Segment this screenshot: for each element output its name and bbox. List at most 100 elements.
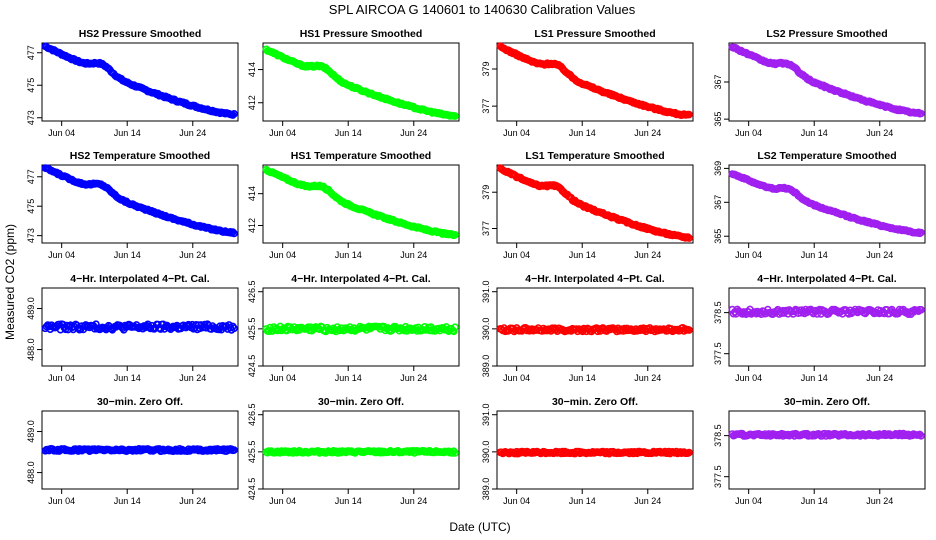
x-tick-label: Jun 14	[801, 373, 828, 383]
plot-frame	[496, 164, 694, 244]
data-point	[917, 431, 925, 440]
plot-frame	[496, 42, 694, 122]
panel-13: 30−min. Zero Off. Jun 04 Jun 14 Jun 24 488.0…	[26, 396, 239, 506]
panel-title: 30−min. Zero Off.	[318, 396, 404, 408]
y-tick-label: 377.5	[713, 342, 723, 365]
y-tick-label: 425.5	[247, 441, 257, 464]
panel-11: 4−Hr. Interpolated 4−Pt. Cal. Jun 04 Jun 1…	[481, 273, 694, 383]
y-tick-label: 477	[26, 169, 36, 184]
y-tick-label: 365	[713, 229, 723, 244]
data-series	[728, 43, 925, 118]
y-tick-label: 489.0	[26, 297, 36, 320]
panel-title: LS2 Temperature Smoothed	[757, 150, 896, 162]
data-point	[229, 228, 237, 236]
data-series	[262, 165, 459, 240]
data-point	[449, 327, 458, 336]
x-tick-label: Jun 14	[569, 128, 596, 138]
data-point	[685, 448, 693, 457]
x-tick-label: Jun 14	[335, 496, 362, 506]
data-series	[496, 164, 693, 242]
x-tick-label: Jun 14	[114, 128, 141, 138]
y-tick-label: 377.5	[713, 465, 723, 488]
data-point	[451, 449, 459, 457]
y-tick-label: 367	[713, 195, 723, 210]
y-tick-label: 488.0	[26, 461, 36, 484]
x-tick-label: Jun 24	[634, 496, 661, 506]
data-point	[230, 446, 238, 454]
x-tick-label: Jun 04	[48, 373, 75, 383]
x-tick-label: Jun 24	[866, 373, 893, 383]
y-tick-label: 473	[26, 110, 36, 125]
panel-14: 30−min. Zero Off. Jun 04 Jun 14 Jun 24 424.5…	[247, 396, 460, 506]
plot-frame	[41, 164, 239, 244]
x-tick-label: Jun 14	[114, 373, 141, 383]
panel-title: HS2 Pressure Smoothed	[79, 28, 202, 40]
x-tick-label: Jun 04	[48, 128, 75, 138]
y-tick-label: 391.0	[481, 280, 491, 303]
y-tick-label: 477	[26, 45, 36, 60]
panel-title: LS1 Pressure Smoothed	[534, 28, 655, 40]
y-tick-label: 390.0	[481, 318, 491, 341]
y-tick-label: 379	[481, 61, 491, 76]
x-tick-label: Jun 14	[335, 250, 362, 260]
x-tick-label: Jun 24	[866, 250, 893, 260]
data-series	[262, 45, 459, 120]
x-tick-label: Jun 24	[634, 373, 661, 383]
x-tick-label: Jun 14	[569, 496, 596, 506]
y-tick-label: 475	[26, 78, 36, 93]
panel-title: HS2 Temperature Smoothed	[70, 150, 210, 162]
y-tick-label: 369	[713, 161, 723, 176]
y-tick-label: 475	[26, 199, 36, 214]
y-tick-label: 414	[247, 62, 257, 77]
panel-title: 4−Hr. Interpolated 4−Pt. Cal.	[70, 273, 210, 285]
x-tick-label: Jun 04	[735, 496, 762, 506]
data-point	[685, 234, 693, 242]
y-tick-label: 391.0	[481, 403, 491, 426]
panel-8: LS2 Temperature Smoothed Jun 04 Jun 14 Jun …	[713, 150, 926, 260]
x-tick-label: Jun 14	[114, 250, 141, 260]
data-point	[685, 326, 693, 334]
panel-3: LS1 Pressure Smoothed Jun 04 Jun 14 Jun 24 3…	[481, 28, 694, 138]
plot-frame	[728, 287, 926, 367]
y-tick-label: 412	[247, 95, 257, 110]
plot-frame	[262, 42, 460, 122]
data-point	[230, 229, 238, 238]
x-tick-label: Jun 04	[503, 128, 530, 138]
data-series	[728, 429, 925, 440]
panel-title: LS1 Temperature Smoothed	[525, 150, 664, 162]
plot-frame	[262, 410, 460, 490]
x-tick-label: Jun 04	[269, 250, 296, 260]
data-point	[917, 305, 925, 314]
x-tick-label: Jun 24	[400, 373, 427, 383]
y-tick-label: 365	[713, 112, 723, 127]
y-tick-label: 489.0	[26, 420, 36, 443]
x-tick-label: Jun 04	[503, 250, 530, 260]
panel-9: 4−Hr. Interpolated 4−Pt. Cal. Jun 04 Jun 1…	[26, 273, 239, 383]
panel-title: LS2 Pressure Smoothed	[766, 28, 887, 40]
panel-5: HS2 Temperature Smoothed Jun 04 Jun 14 Jun …	[26, 150, 239, 260]
data-point	[451, 231, 459, 239]
panel-title: HS1 Pressure Smoothed	[300, 28, 423, 40]
y-tick-label: 473	[26, 228, 36, 243]
panel-title: 30−min. Zero Off.	[552, 396, 638, 408]
x-tick-label: Jun 14	[801, 128, 828, 138]
y-tick-label: 390.0	[481, 441, 491, 464]
data-series	[496, 447, 693, 458]
y-tick-label: 424.5	[247, 355, 257, 378]
x-tick-label: Jun 14	[335, 373, 362, 383]
x-tick-label: Jun 14	[569, 373, 596, 383]
data-series	[41, 42, 238, 119]
panel-grid: HS2 Pressure Smoothed Jun 04 Jun 14 Jun 24 4…	[26, 28, 926, 506]
x-tick-label: Jun 04	[269, 373, 296, 383]
data-point	[917, 228, 925, 237]
panel-title: HS1 Temperature Smoothed	[291, 150, 431, 162]
data-series	[262, 446, 459, 457]
x-tick-label: Jun 24	[866, 128, 893, 138]
y-tick-label: 389.0	[481, 355, 491, 378]
data-series	[262, 322, 459, 336]
y-tick-label: 379	[481, 185, 491, 200]
x-tick-label: Jun 04	[269, 128, 296, 138]
x-tick-label: Jun 14	[335, 128, 362, 138]
plot-frame	[262, 287, 460, 367]
data-point	[685, 110, 693, 119]
